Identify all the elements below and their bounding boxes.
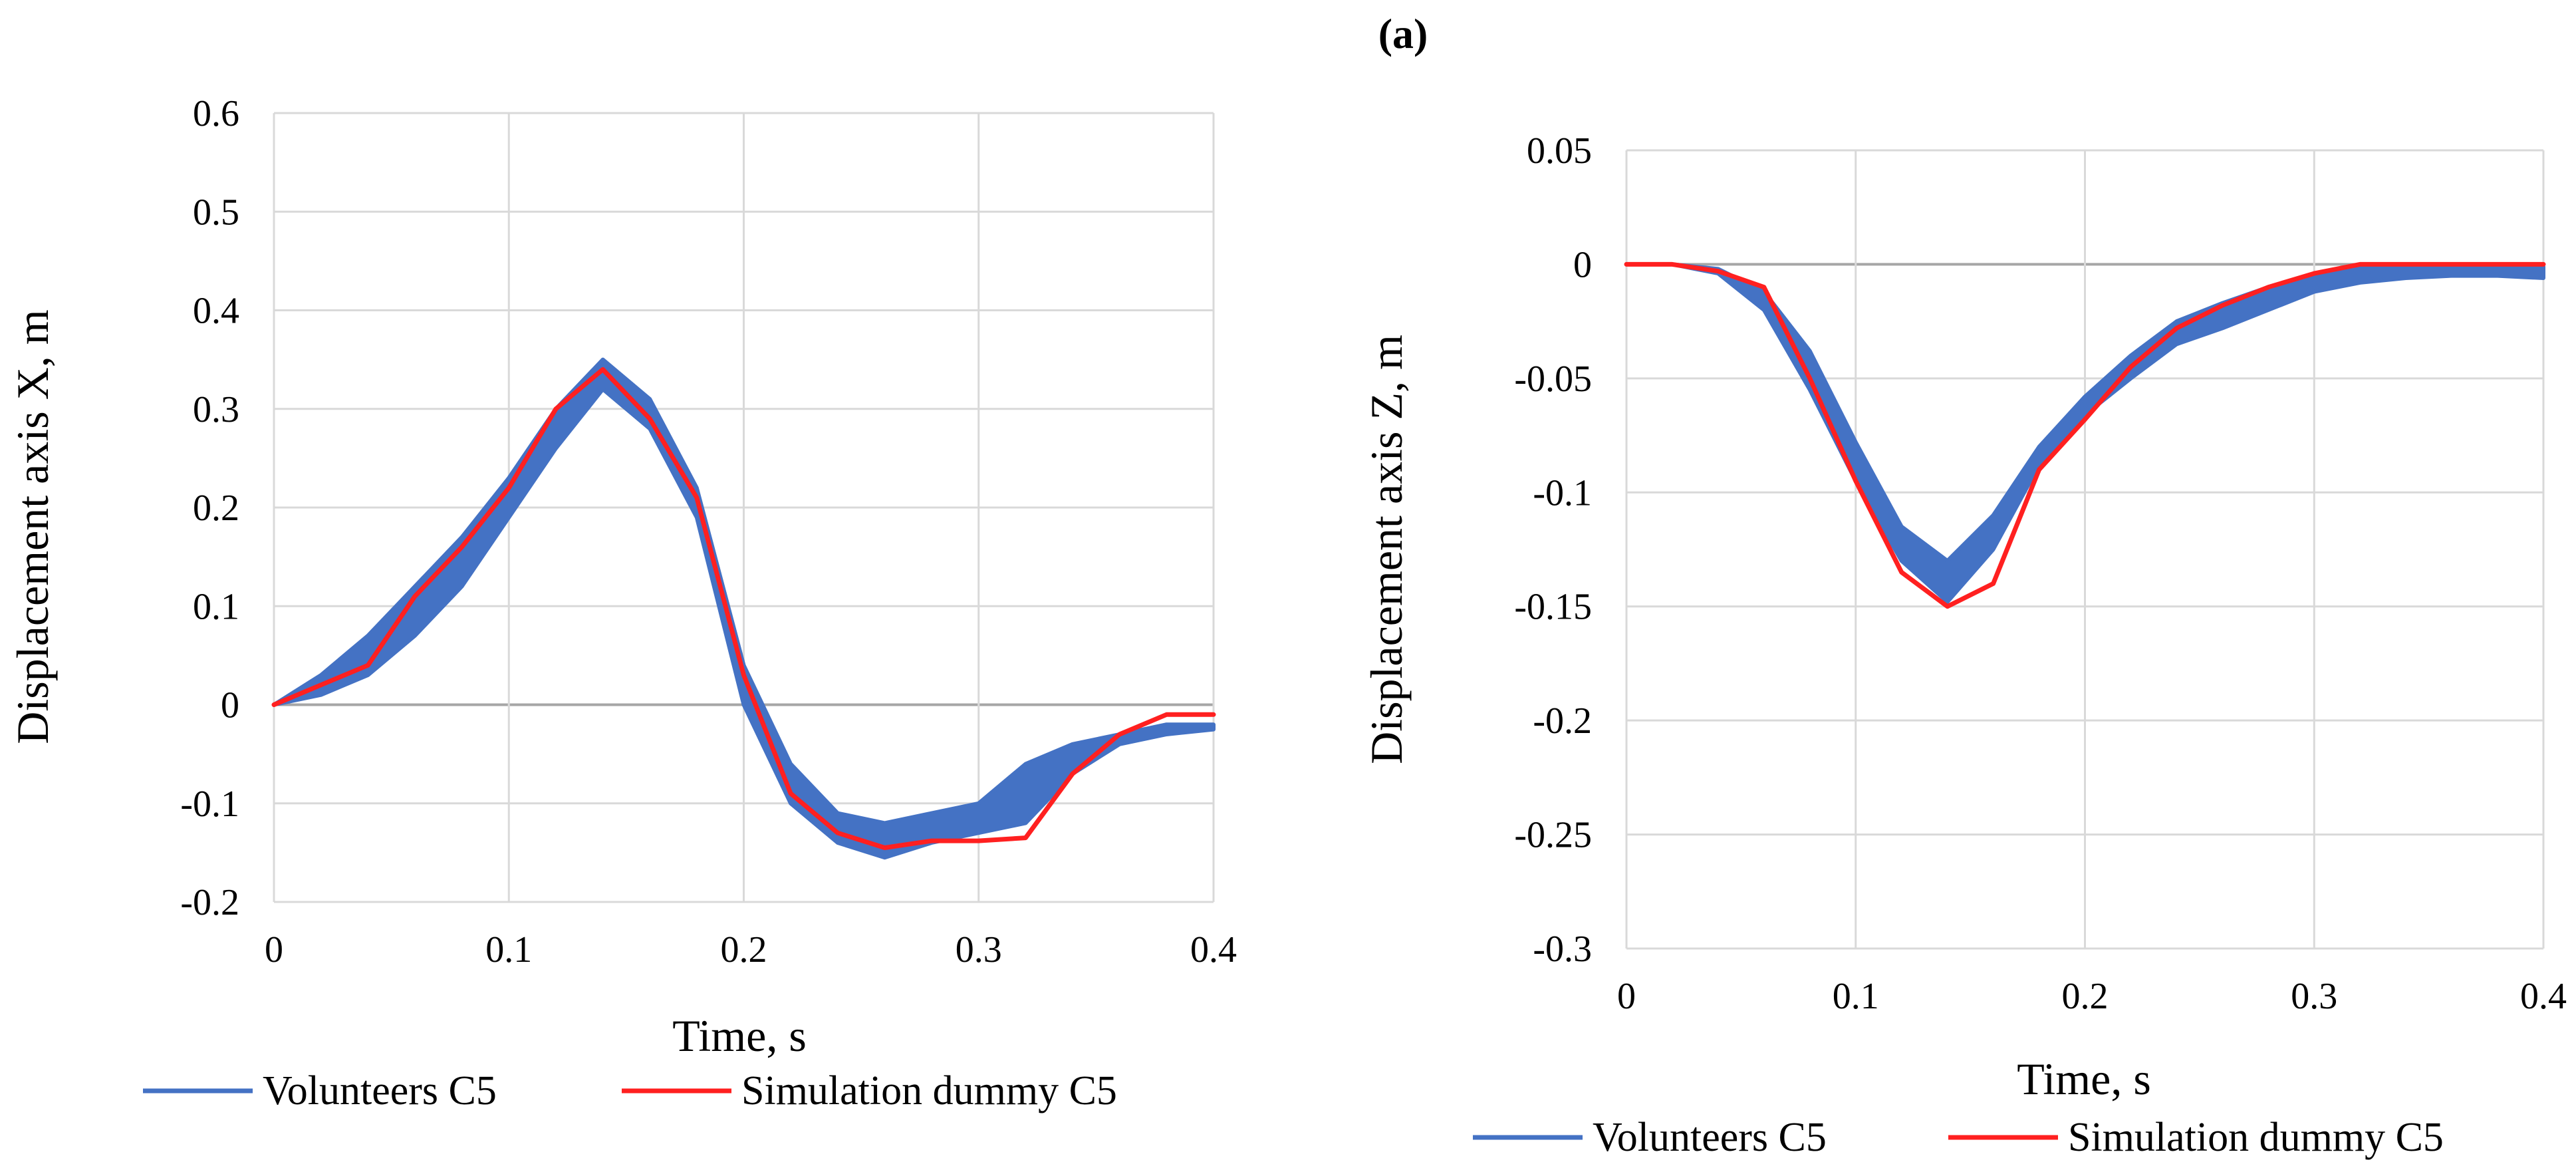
chart-z-xtick-label: 0.3	[2291, 976, 2337, 1017]
chart-z-legend-simulation-label: Simulation dummy C5	[2068, 1115, 2444, 1160]
chart-z-simulation-line	[1624, 261, 2546, 609]
chart-x-grid	[273, 112, 1215, 903]
chart-x-ylabel: Displacement axis X, m	[7, 309, 58, 744]
chart-x-legend: Volunteers C5 Simulation dummy C5	[143, 1068, 1117, 1113]
chart-z-volunteer-band	[1624, 262, 2545, 604]
chart-x-ytick-label: -0.1	[180, 784, 239, 825]
chart-x-ytick-label: 0.6	[193, 93, 239, 134]
chart-z-ytick-label: -0.1	[1533, 472, 1592, 514]
chart-z-legend: Volunteers C5 Simulation dummy C5	[1473, 1115, 2444, 1160]
chart-x-legend-volunteers-label: Volunteers C5	[263, 1068, 497, 1113]
chart-z-ytick-label: -0.25	[1514, 815, 1592, 856]
chart-z-ytick-label: 0.05	[1527, 130, 1592, 172]
chart-x-ytick-label: 0.3	[193, 389, 239, 430]
chart-z-ytick-label: -0.05	[1514, 359, 1592, 400]
chart-z-tick-labels: -0.3 -0.25 -0.2 -0.15 -0.1 -0.05 0 0.05 0 0.1 0.2 0…	[1514, 130, 2567, 1017]
chart-z-ytick-label: -0.3	[1533, 929, 1592, 970]
chart-x-xtick-label: 0.2	[721, 929, 767, 970]
chart-x-displacement: -0.2 -0.1 0 0.1 0.2 0.3 0.4 0.5 0.6 0 0.1 0.2 0.3 0.4…	[7, 93, 1237, 1113]
chart-x-xtick-label: 0.1	[485, 929, 532, 970]
chart-z-xtick-label: 0.2	[2062, 976, 2109, 1017]
chart-x-ytick-label: 0.1	[193, 586, 239, 627]
chart-x-ytick-label: 0	[221, 685, 239, 726]
chart-z-simulation-polyline	[1624, 261, 2546, 609]
chart-x-simulation-polyline	[271, 367, 1216, 850]
chart-z-ytick-label: 0	[1573, 244, 1592, 285]
chart-z-ylabel: Displacement axis Z, m	[1361, 335, 1412, 764]
chart-z-xlabel: Time, s	[2017, 1054, 2151, 1104]
chart-z-xtick-label: 0	[1617, 976, 1636, 1017]
chart-x-xtick-label: 0.4	[1190, 929, 1237, 970]
chart-z-xtick-label: 0.1	[1833, 976, 1879, 1017]
chart-x-tick-labels: -0.2 -0.1 0 0.1 0.2 0.3 0.4 0.5 0.6 0 0.1 0.2 0.3 0.4	[180, 93, 1237, 970]
chart-z-ytick-label: -0.2	[1533, 700, 1592, 742]
chart-z-legend-volunteers-label: Volunteers C5	[1593, 1115, 1827, 1160]
chart-x-ytick-label: 0.5	[193, 192, 239, 233]
chart-x-simulation-line	[271, 367, 1216, 850]
chart-z-ytick-label: -0.15	[1514, 587, 1592, 628]
chart-x-xtick-label: 0	[265, 929, 283, 970]
chart-x-xlabel: Time, s	[672, 1010, 807, 1061]
chart-x-legend-simulation-label: Simulation dummy C5	[741, 1068, 1117, 1113]
panel-label: (a)	[1378, 10, 1428, 57]
chart-x-xtick-label: 0.3	[956, 929, 1002, 970]
chart-z-displacement: -0.3 -0.25 -0.2 -0.15 -0.1 -0.05 0 0.05 0 0.1 0.2 0…	[1361, 130, 2567, 1160]
chart-z-volunteers-band-area	[1624, 262, 2545, 604]
chart-z-grid	[1625, 149, 2545, 950]
chart-x-ytick-label: -0.2	[180, 882, 239, 923]
chart-x-ytick-label: 0.4	[193, 291, 239, 332]
chart-x-ytick-label: 0.2	[193, 488, 239, 529]
chart-z-xtick-label: 0.4	[2520, 976, 2567, 1017]
